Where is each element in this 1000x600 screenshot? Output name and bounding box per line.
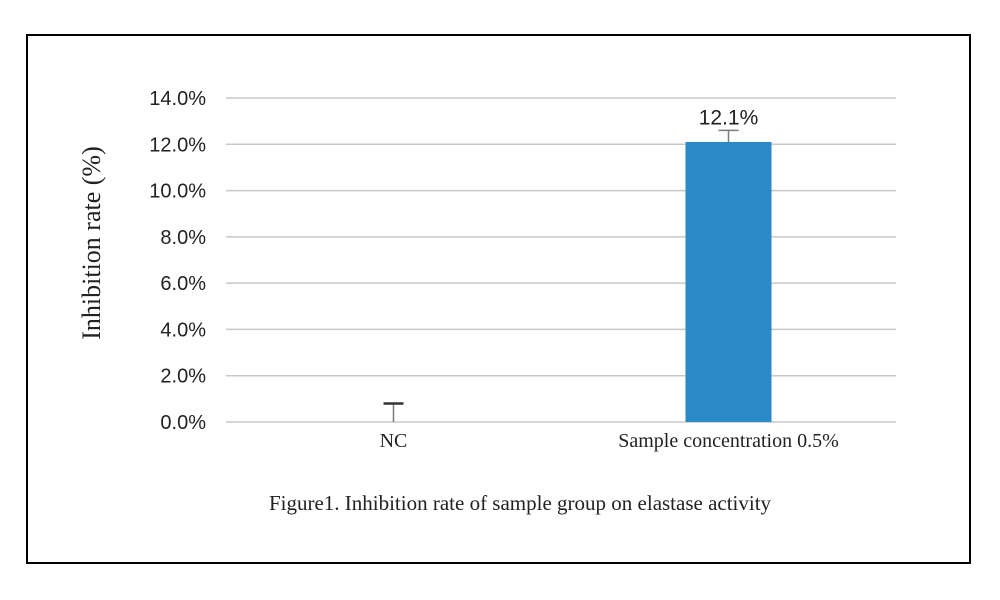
bars	[685, 141, 772, 422]
figure-caption: Figure1. Inhibition rate of sample group…	[269, 491, 772, 515]
y-tick-labels: 0.0% 2.0% 4.0% 6.0% 8.0% 10.0% 12.0% 14.0%	[149, 88, 206, 434]
y-tick-label: 6.0%	[160, 273, 206, 295]
category-labels: NC Sample concentration 0.5%	[380, 430, 839, 452]
y-tick-label: 4.0%	[160, 319, 206, 341]
y-tick-label: 8.0%	[160, 227, 206, 249]
data-labels: 12.1%	[699, 106, 759, 129]
bar	[685, 141, 772, 422]
figure-frame	[26, 34, 971, 564]
gridlines	[226, 97, 896, 423]
y-tick-label: 2.0%	[160, 366, 206, 388]
data-label: 12.1%	[699, 106, 759, 129]
y-tick-label: 12.0%	[149, 134, 206, 156]
y-tick-label: 10.0%	[149, 181, 206, 203]
category-label: Sample concentration 0.5%	[618, 430, 839, 452]
y-tick-label: 0.0%	[160, 412, 206, 434]
y-axis-label: Inhibition rate (%)	[77, 146, 106, 340]
error-bars	[383, 129, 739, 422]
category-label: NC	[380, 430, 408, 452]
y-tick-label: 14.0%	[149, 88, 206, 110]
